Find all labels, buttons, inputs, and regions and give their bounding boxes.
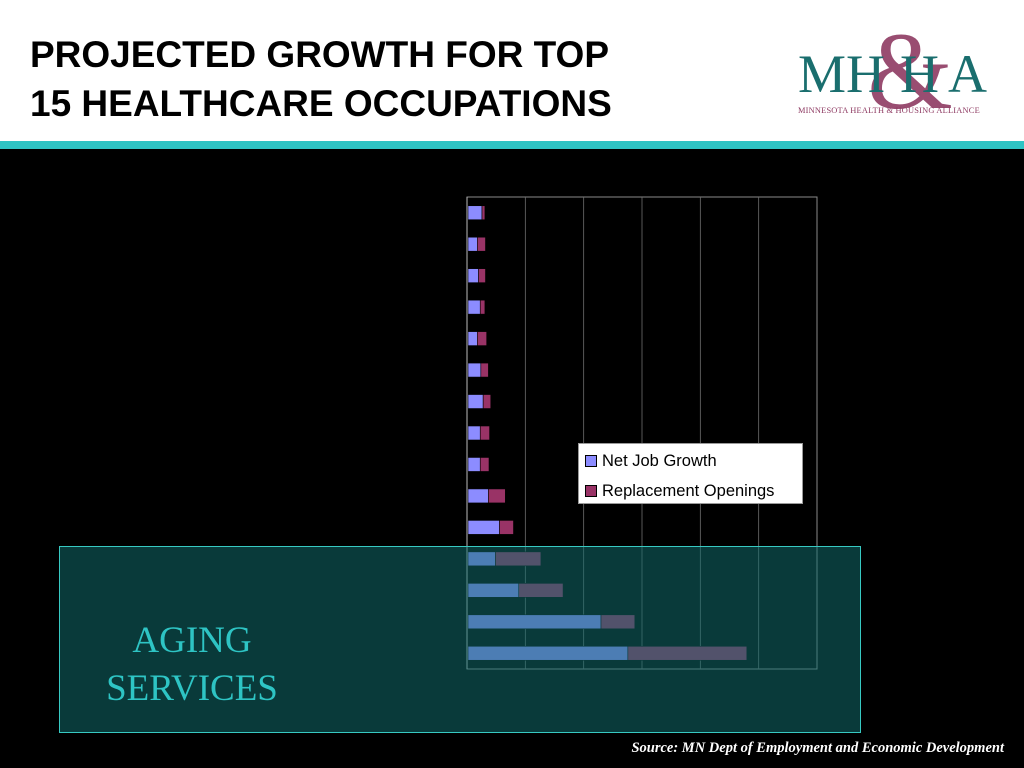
bar-replacement-openings-6 xyxy=(480,362,489,378)
header: PROJECTED GROWTH FOR TOP 15 HEALTHCARE O… xyxy=(0,0,1024,141)
bar-replacement-openings-10 xyxy=(488,488,506,504)
bar-net-job-growth-10 xyxy=(467,488,489,504)
bar-net-job-growth-9 xyxy=(467,457,481,472)
bar-net-job-growth-6 xyxy=(467,362,482,378)
bar-replacement-openings-7 xyxy=(482,394,492,409)
bar-net-job-growth-2 xyxy=(467,236,478,252)
logo-letters-right: A xyxy=(948,44,987,104)
logo-ampersand: & xyxy=(867,10,953,122)
chart-legend: Net Job Growth Replacement Openings xyxy=(578,443,803,504)
bar-replacement-openings-8 xyxy=(479,425,490,441)
title-line-2: 15 HEALTHCARE OCCUPATIONS xyxy=(30,83,612,124)
accent-rule xyxy=(0,141,1024,149)
bar-net-job-growth-8 xyxy=(467,425,481,441)
bar-net-job-growth-7 xyxy=(467,394,484,409)
bar-replacement-openings-11 xyxy=(499,520,514,535)
bar-net-job-growth-4 xyxy=(467,299,481,315)
bar-replacement-openings-4 xyxy=(479,299,486,315)
mhha-logo: & MH H A xyxy=(798,10,987,122)
bar-net-job-growth-3 xyxy=(467,268,479,283)
bar-replacement-openings-1 xyxy=(481,205,486,221)
legend-swatch-net-job-growth xyxy=(585,455,597,467)
aging-label-line-1: AGING xyxy=(132,620,252,661)
logo-letters-middle: H xyxy=(900,44,939,104)
page-title: PROJECTED GROWTH FOR TOP 15 HEALTHCARE O… xyxy=(30,30,790,128)
logo-letters-left: MH xyxy=(798,44,885,104)
aging-services-highlight xyxy=(59,546,861,733)
legend-item-net-job-growth: Net Job Growth xyxy=(585,451,717,471)
source-note: Source: MN Dept of Employment and Econom… xyxy=(631,740,1004,756)
legend-label-net-job-growth: Net Job Growth xyxy=(602,451,717,470)
legend-item-replacement-openings: Replacement Openings xyxy=(585,481,774,501)
title-line-1: PROJECTED GROWTH FOR TOP xyxy=(30,34,610,75)
bar-net-job-growth-1 xyxy=(467,205,483,221)
legend-swatch-replacement-openings xyxy=(585,485,597,497)
legend-label-replacement-openings: Replacement Openings xyxy=(602,481,775,500)
aging-label-line-2: SERVICES xyxy=(106,668,278,709)
bar-replacement-openings-2 xyxy=(477,236,486,252)
bar-replacement-openings-9 xyxy=(479,457,490,472)
aging-services-label: AGING SERVICES xyxy=(72,617,312,713)
bar-net-job-growth-11 xyxy=(467,520,500,535)
bar-replacement-openings-3 xyxy=(478,268,486,283)
bar-net-job-growth-5 xyxy=(467,331,478,346)
bar-replacement-openings-5 xyxy=(477,331,487,346)
logo-subtitle: MINNESOTA HEALTH & HOUSING ALLIANCE xyxy=(798,106,980,115)
